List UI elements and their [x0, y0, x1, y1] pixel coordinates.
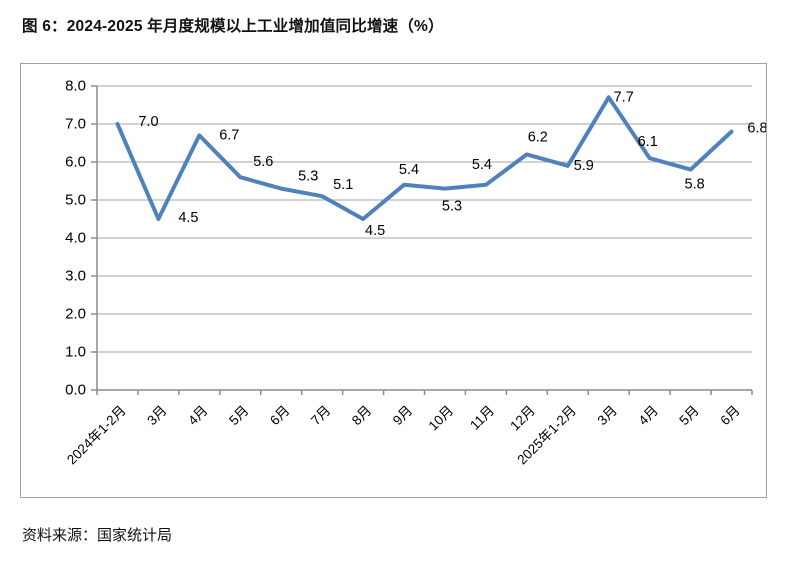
x-category-label: 11月 — [467, 403, 497, 433]
y-tick-label: 7.0 — [65, 116, 86, 133]
line-chart: 0.0 1.0 2.0 3.0 4.0 5.0 6.0 7.0 8.0 7.0 4.5 6.7 5.6 5… — [64, 78, 766, 468]
x-category-label: 9月 — [390, 403, 415, 428]
x-category-label: 12月 — [507, 403, 538, 434]
data-label: 6.8 — [747, 121, 766, 137]
x-category-label: 5月 — [676, 403, 701, 428]
data-label: 7.7 — [614, 89, 634, 105]
x-category-label: 8月 — [349, 403, 374, 428]
data-label: 7.0 — [138, 114, 158, 130]
data-label: 6.7 — [219, 127, 239, 143]
trend-line — [115, 95, 734, 221]
data-label: 6.1 — [638, 134, 658, 150]
chart-title: 图 6：2024-2025 年月度规模以上工业增加值同比增速（%） — [22, 18, 444, 35]
y-tick-label: 0.0 — [65, 382, 86, 399]
source-note: 资料来源：国家统计局 — [22, 527, 173, 544]
y-tick-label: 4.0 — [65, 230, 86, 247]
chart-container: 0.0 1.0 2.0 3.0 4.0 5.0 6.0 7.0 8.0 7.0 4.5 6.7 5.6 5… — [20, 63, 767, 498]
y-tick-label: 6.0 — [65, 154, 86, 171]
data-label: 5.1 — [333, 177, 353, 193]
data-label: 5.4 — [472, 157, 492, 173]
data-label: 6.2 — [528, 129, 548, 145]
x-category-label: 5月 — [226, 403, 251, 428]
y-tick-label: 3.0 — [65, 268, 86, 285]
data-label: 5.4 — [399, 162, 419, 178]
y-tick-label: 8.0 — [65, 78, 86, 95]
data-label: 4.5 — [365, 223, 385, 239]
x-category-label: 3月 — [144, 403, 169, 428]
y-tick-label: 1.0 — [65, 344, 86, 361]
x-category-label: 7月 — [308, 403, 333, 428]
data-label: 4.5 — [178, 210, 198, 226]
data-label: 5.6 — [253, 154, 273, 170]
x-category-label: 4月 — [636, 403, 661, 428]
data-label: 5.3 — [298, 169, 318, 185]
y-tick-label: 2.0 — [65, 306, 86, 323]
x-category-label: 4月 — [185, 403, 210, 428]
x-category-label: 6月 — [717, 403, 742, 428]
y-tick-label: 5.0 — [65, 192, 86, 209]
x-category-label: 3月 — [595, 403, 620, 428]
data-label: 5.9 — [574, 158, 594, 174]
x-category-label: 10月 — [426, 403, 457, 434]
data-label: 5.8 — [685, 177, 705, 193]
x-category-label: 6月 — [267, 403, 292, 428]
x-category-label: 2024年1-2月 — [64, 403, 129, 468]
data-label: 5.3 — [442, 199, 462, 215]
